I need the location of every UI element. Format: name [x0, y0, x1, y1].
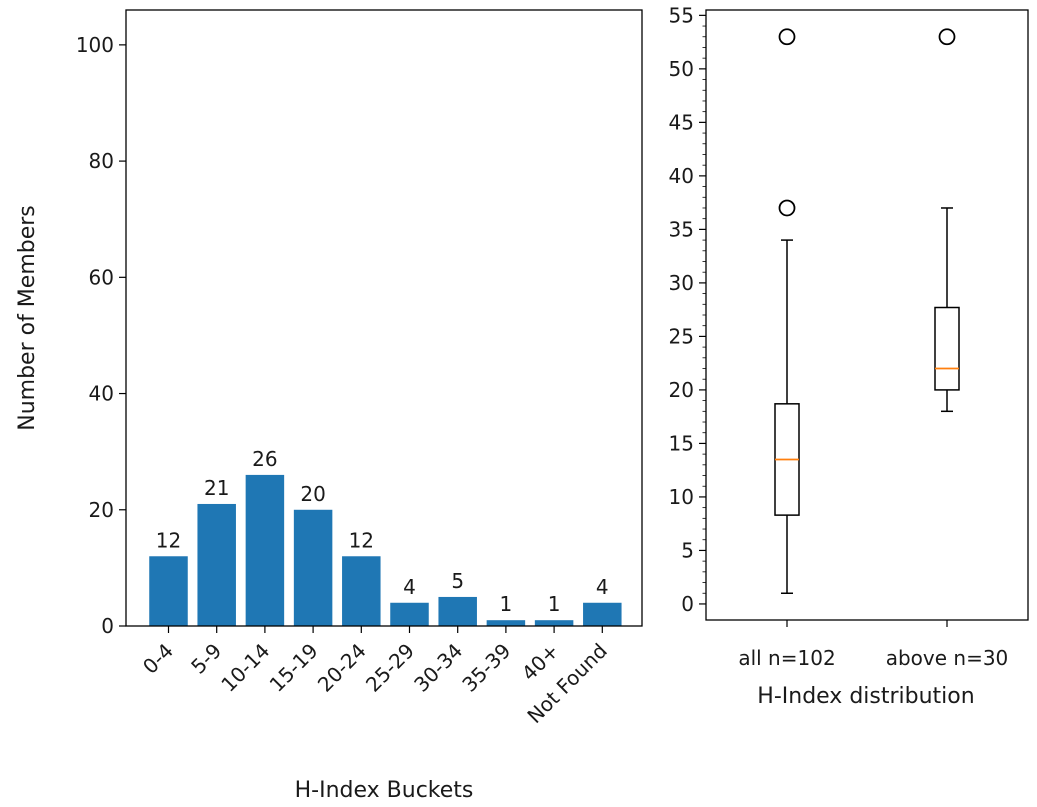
bar-chart-y-axis-label: Number of Members [15, 205, 40, 431]
box-plot-x-axis-label: H-Index distribution [757, 684, 974, 709]
bar-data-label: 1 [500, 592, 513, 616]
bar [438, 596, 477, 626]
y-tick-label: 100 [76, 33, 114, 57]
box-plot-x-axis: all n=102 above n=30 [738, 620, 1008, 670]
outlier-marker [938, 28, 956, 46]
y-tick-label: 35 [669, 217, 694, 241]
bar [149, 556, 188, 626]
bar [293, 509, 333, 626]
bar-data-label: 4 [403, 575, 416, 599]
box-plot-y-axis: 0 5 10 15 20 25 30 35 40 45 50 55 [669, 3, 706, 616]
x-tick-label: 30-34 [409, 639, 467, 697]
y-tick-label: 50 [669, 57, 694, 81]
y-tick-label: 0 [101, 614, 114, 638]
bar-data-label: 20 [300, 482, 325, 506]
bars [149, 474, 622, 626]
y-tick-label: 40 [89, 382, 114, 406]
y-tick-label: 0 [681, 592, 694, 616]
x-tick-label: 25-29 [361, 639, 419, 697]
x-tick-label: 15-19 [265, 639, 323, 697]
bar [486, 620, 526, 626]
y-tick-label: 80 [89, 149, 114, 173]
y-tick-label: 45 [669, 110, 694, 134]
y-tick-label: 10 [669, 485, 694, 509]
bar-data-labels: 12 21 26 20 12 4 5 1 1 4 [156, 447, 609, 616]
y-tick-label: 25 [669, 324, 694, 348]
y-tick-label: 40 [669, 164, 694, 188]
outlier-marker [778, 199, 796, 217]
box-plot-panel: 0 5 10 15 20 25 30 35 40 45 50 55 all n=102 above n=… [669, 3, 1029, 709]
x-tick-label: 20-24 [313, 639, 371, 697]
bar-data-label: 12 [156, 528, 181, 552]
x-tick-label: all n=102 [738, 646, 835, 670]
bar-chart-y-axis: 0 20 40 60 80 100 [76, 33, 126, 638]
y-tick-label: 60 [89, 265, 114, 289]
y-tick-label: 15 [669, 431, 694, 455]
y-tick-label: 30 [669, 271, 694, 295]
bar-data-label: 26 [252, 447, 277, 471]
bar [245, 474, 285, 626]
y-tick-label: 55 [669, 3, 694, 27]
box-plots [774, 28, 960, 594]
y-tick-label: 20 [89, 498, 114, 522]
box-1 [774, 28, 800, 594]
box-plot-plot-frame [705, 9, 1029, 621]
x-tick-label: 10-14 [216, 639, 274, 697]
x-tick-label: 0-4 [138, 639, 178, 679]
bar [342, 556, 381, 626]
bar-data-label: 4 [596, 575, 609, 599]
interquartile-box [934, 306, 960, 391]
bar-data-label: 5 [451, 569, 464, 593]
bar [583, 602, 622, 626]
bar-data-label: 21 [204, 476, 229, 500]
x-tick-label: 35-39 [457, 639, 515, 697]
bar [390, 602, 429, 626]
bar-chart-panel: 12 21 26 20 12 4 5 1 1 4 0 20 40 60 80 100 0-4 5-910-14… [15, 9, 643, 803]
bar [197, 503, 236, 626]
bar-chart-x-axis-label: H-Index Buckets [295, 778, 474, 803]
box-2 [934, 28, 960, 413]
x-tick-label: above n=30 [886, 646, 1009, 670]
y-tick-label: 5 [681, 538, 694, 562]
bar-data-label: 12 [349, 528, 374, 552]
y-tick-label: 20 [669, 378, 694, 402]
bar-chart-plot-frame [125, 9, 643, 627]
bar-data-label: 1 [548, 592, 561, 616]
x-tick-label: 5-9 [186, 639, 226, 679]
bar [534, 620, 574, 626]
outlier-marker [778, 28, 796, 46]
